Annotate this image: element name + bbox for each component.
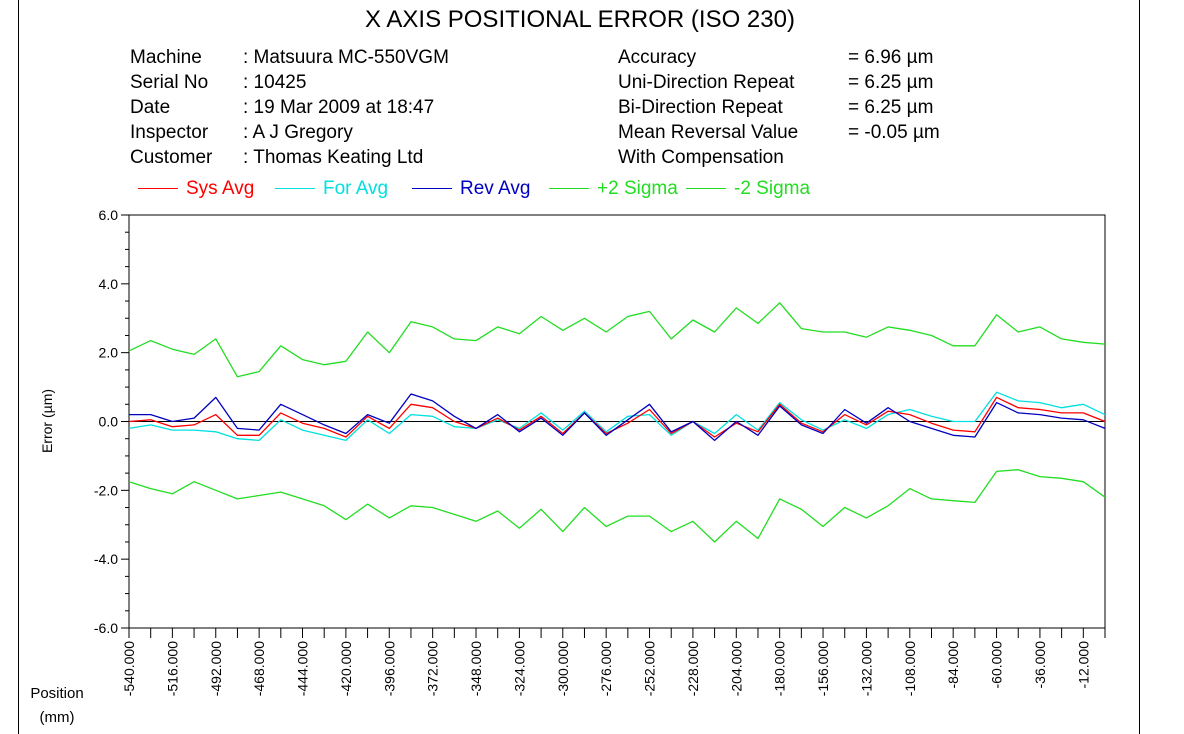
y-axis-label: Error (µm)	[39, 389, 55, 453]
info-label: Accuracy	[618, 47, 697, 68]
x-axis-label: Position (mm)	[30, 685, 83, 726]
series-line-rev-avg	[129, 393, 1106, 442]
x-tick-label: -252.000	[642, 641, 658, 696]
legend-swatch	[138, 188, 178, 190]
x-tick-label: -228.000	[685, 641, 701, 696]
x-tick-label: -420.000	[338, 641, 354, 696]
page-border-left	[18, 0, 19, 734]
legend-item-rev-avg: Rev Avg	[412, 176, 530, 202]
x-tick-label: -540.000	[121, 641, 137, 696]
info-labels-left: Machine Serial No Date Inspector Custome…	[130, 45, 212, 170]
x-tick-label: -84.000	[945, 641, 961, 689]
info-value: : Matsuura MC-550VGM	[243, 47, 449, 68]
legend-swatch	[549, 188, 589, 190]
info-label: With Compensation	[618, 147, 784, 168]
y-tick-label: 6.0	[99, 207, 119, 223]
legend-label: For Avg	[323, 178, 389, 199]
info-value: : 10425	[243, 72, 307, 93]
legend-label: +2 Sigma	[597, 178, 678, 199]
info-label: Inspector	[130, 122, 209, 143]
chart-title: X AXIS POSITIONAL ERROR (ISO 230)	[365, 6, 795, 33]
x-tick-label: -444.000	[295, 641, 311, 696]
info-values-left: : Matsuura MC-550VGM : 10425 : 19 Mar 20…	[243, 45, 449, 170]
info-value: : Thomas Keating Ltd	[243, 147, 424, 168]
x-tick-label: -12.000	[1075, 641, 1091, 689]
legend-swatch	[686, 188, 726, 190]
x-tick-label: -516.000	[164, 641, 180, 696]
y-tick-label: -2.0	[94, 482, 118, 498]
info-value: = 6.25 µm	[848, 72, 934, 93]
info-label: Serial No	[130, 72, 209, 93]
x-tick-label: -108.000	[902, 641, 918, 696]
x-tick-label: -60.000	[989, 641, 1005, 689]
y-tick-label: 4.0	[99, 276, 119, 292]
x-tick-label: -396.000	[381, 641, 397, 696]
x-tick-label: -372.000	[425, 641, 441, 696]
y-tick-label: 2.0	[99, 345, 119, 361]
x-tick-label: -132.000	[858, 641, 874, 696]
info-value: : 19 Mar 2009 at 18:47	[243, 97, 435, 118]
series-line-minus-2-sigma	[128, 469, 1106, 543]
legend-item-minus-2-sigma: -2 Sigma	[686, 176, 810, 202]
info-label: Mean Reversal Value	[618, 122, 799, 143]
info-value: = 6.25 µm	[848, 97, 934, 118]
info-label: Customer	[130, 147, 213, 168]
info-label: Bi-Direction Repeat	[618, 97, 783, 118]
x-axis-label-line: Position	[30, 685, 83, 702]
info-label: Date	[130, 97, 171, 118]
y-tick-label: 0.0	[99, 414, 119, 430]
info-label: Machine	[130, 47, 202, 68]
info-value: = 6.96 µm	[848, 47, 934, 68]
info-labels-right: Accuracy Uni-Direction Repeat Bi-Directi…	[618, 45, 798, 170]
x-tick-label: -300.000	[555, 641, 571, 696]
x-tick-label: -36.000	[1032, 641, 1048, 689]
page-border-right	[1139, 0, 1140, 734]
x-tick-label: -156.000	[815, 641, 831, 696]
x-axis-label-line: (mm)	[40, 709, 75, 726]
y-tick-label: -6.0	[94, 620, 118, 636]
x-tick-label: -492.000	[208, 641, 224, 696]
legend-item-plus-2-sigma: +2 Sigma	[549, 176, 678, 202]
legend-label: Sys Avg	[186, 178, 255, 199]
x-tick-label: -180.000	[772, 641, 788, 696]
y-tick-label: -4.0	[94, 551, 118, 567]
legend-swatch	[275, 188, 315, 190]
info-value: = -0.05 µm	[848, 122, 940, 143]
x-tick-label: -468.000	[251, 641, 267, 696]
legend-label: Rev Avg	[460, 178, 531, 199]
x-tick-label: -348.000	[468, 641, 484, 696]
info-value: : A J Gregory	[243, 122, 353, 143]
legend-item-for-avg: For Avg	[275, 176, 388, 202]
info-label: Uni-Direction Repeat	[618, 72, 795, 93]
x-tick-label: -324.000	[511, 641, 527, 696]
series-line-sys-avg	[128, 396, 1106, 438]
legend-label: -2 Sigma	[734, 178, 811, 199]
info-values-right: = 6.96 µm = 6.25 µm = 6.25 µm = -0.05 µm	[848, 45, 940, 170]
legend-swatch	[412, 188, 452, 190]
legend-item-sys-avg: Sys Avg	[138, 176, 254, 202]
series-line-plus-2-sigma	[128, 302, 1106, 378]
series-line-for-avg	[128, 391, 1106, 442]
x-tick-label: -276.000	[598, 641, 614, 696]
x-tick-label: -204.000	[728, 641, 744, 696]
